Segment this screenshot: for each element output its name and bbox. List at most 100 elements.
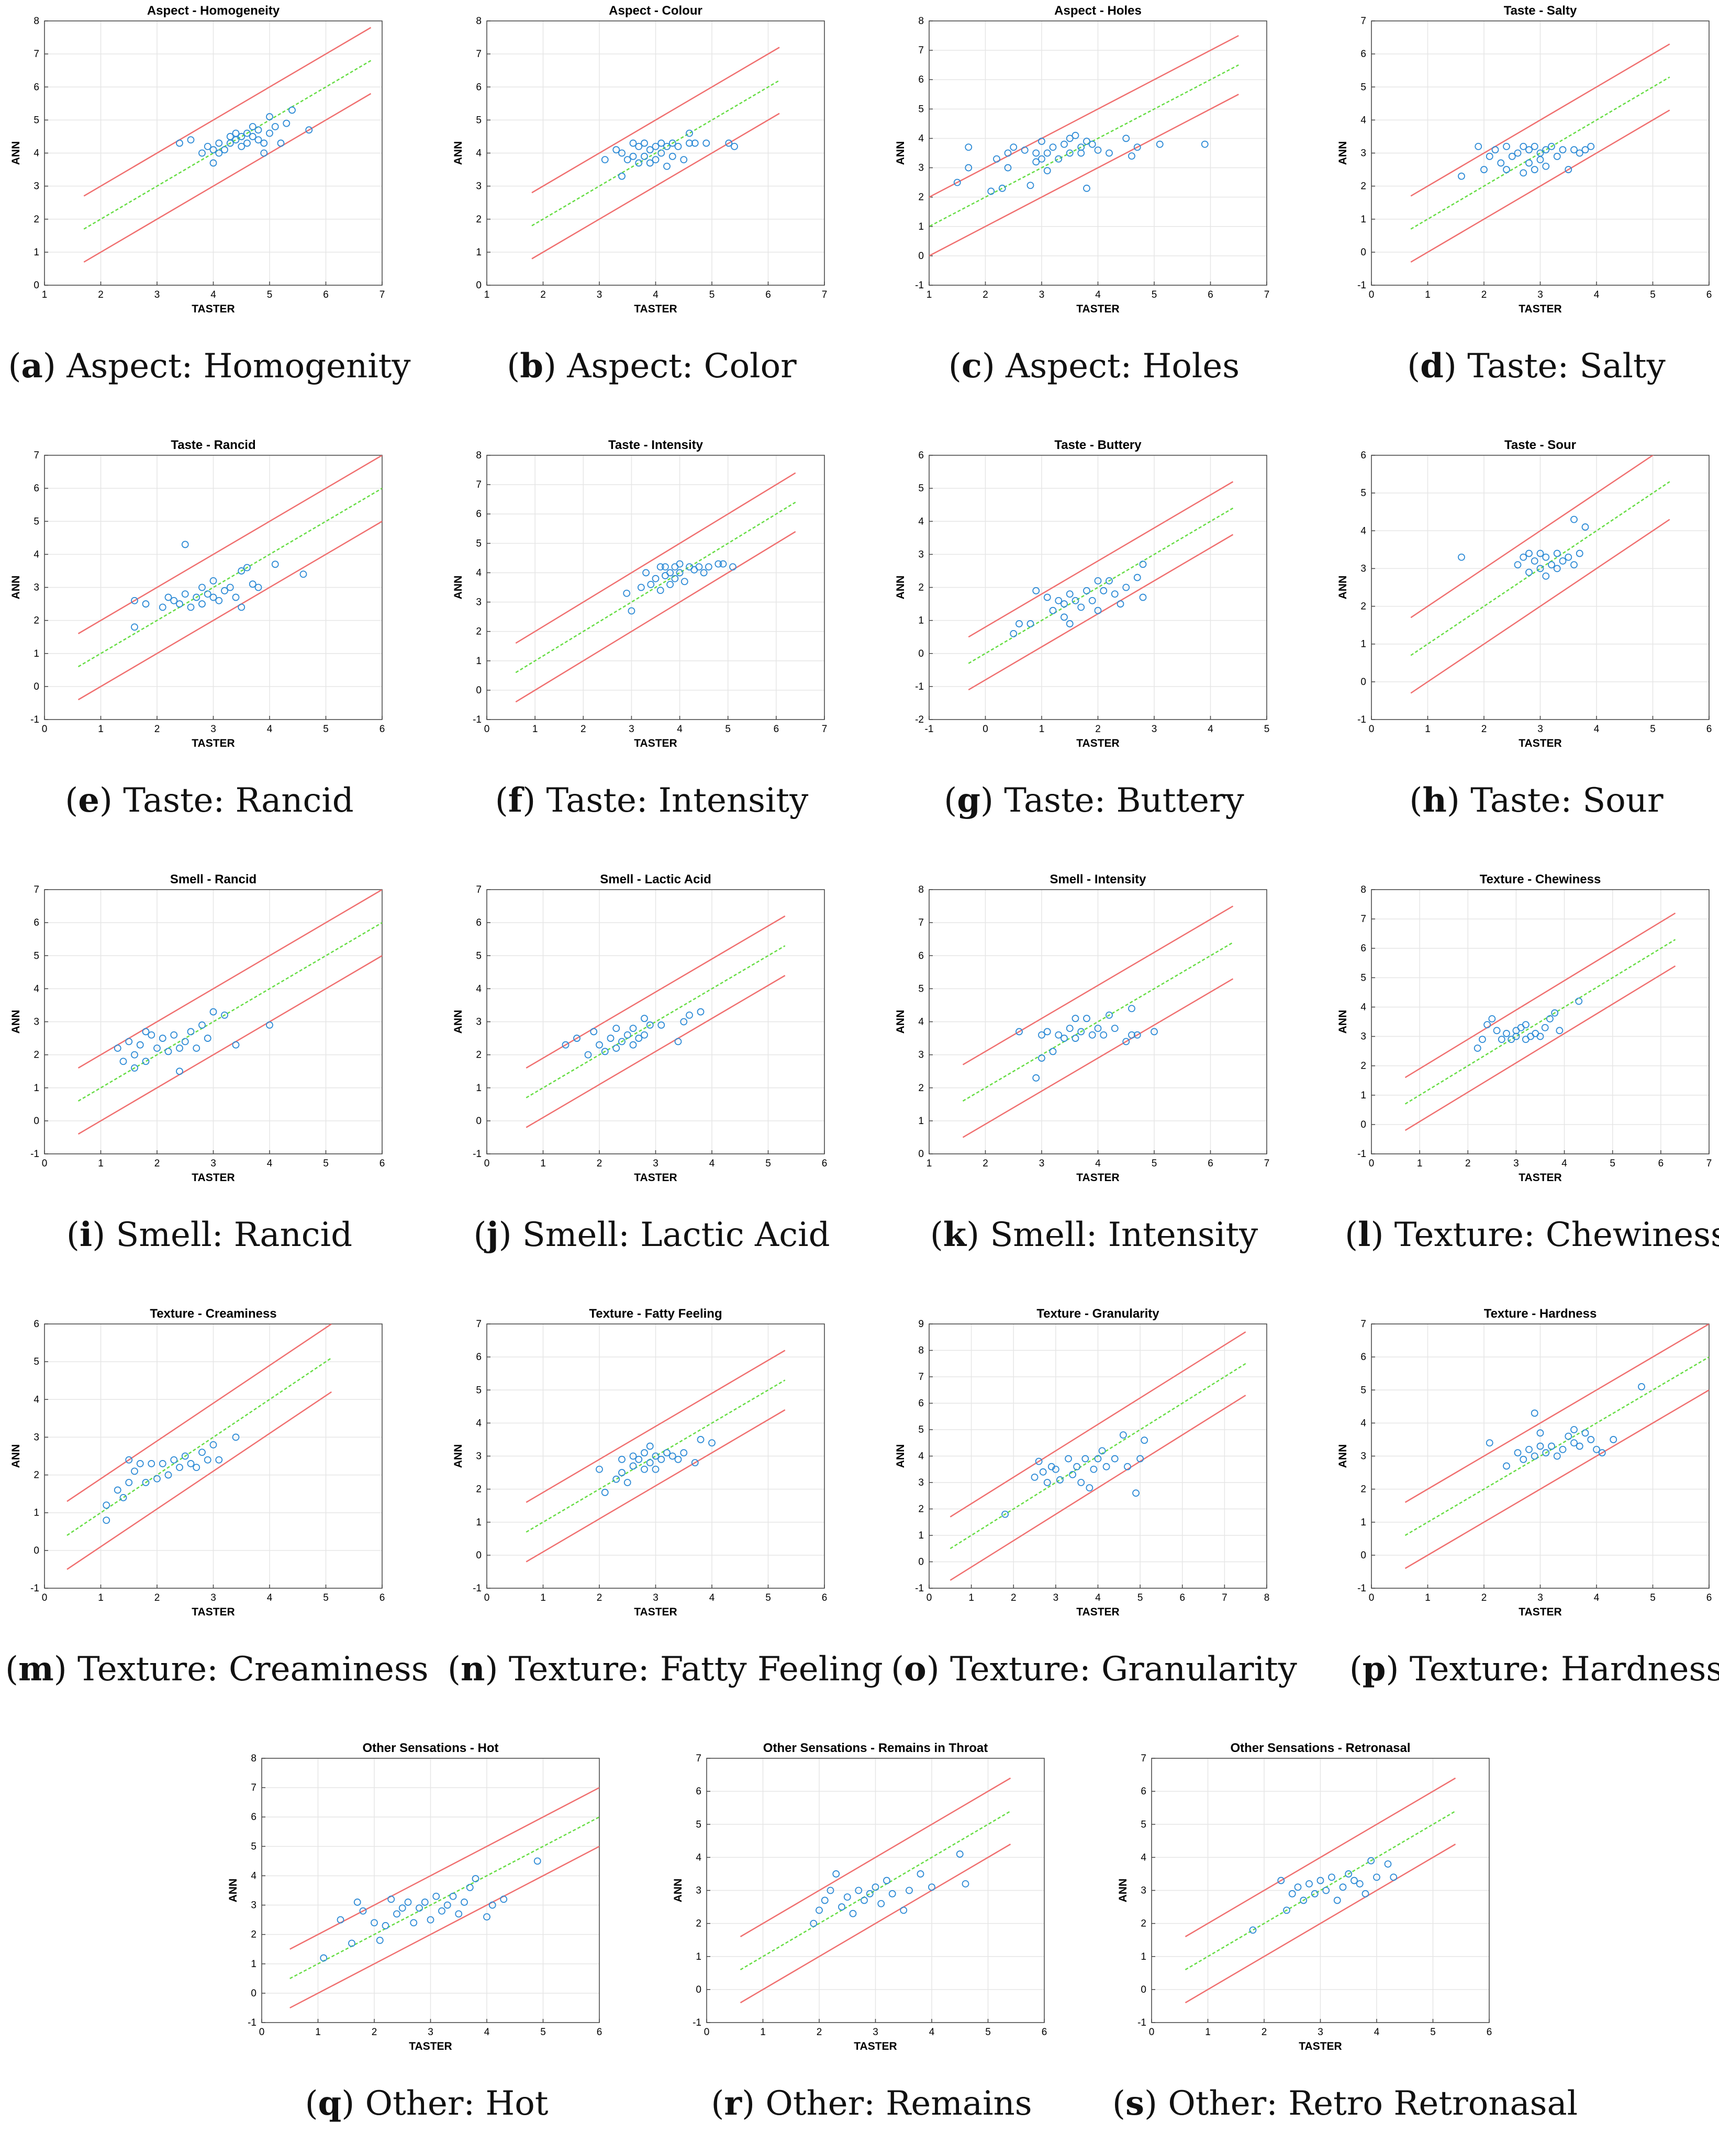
- upper-limit-line: [77, 890, 382, 1069]
- x-tick-label: 2: [1011, 1592, 1017, 1603]
- y-axis-label: ANN: [452, 141, 464, 165]
- panel-caption: (f) Taste: Intensity: [448, 780, 856, 822]
- data-point: [398, 1904, 406, 1912]
- y-tick-label: 4: [696, 1852, 701, 1863]
- y-axis-label: ANN: [1337, 576, 1349, 600]
- y-tick-label: 8: [918, 1345, 924, 1356]
- data-point: [204, 1035, 211, 1042]
- data-point: [238, 603, 245, 611]
- y-tick-label: 6: [476, 917, 482, 928]
- caption-text: Aspect: Homogenity: [66, 347, 411, 386]
- x-tick-label: 2: [597, 1158, 602, 1169]
- caption-letter: o: [904, 1649, 927, 1689]
- upper-limit-line: [83, 27, 372, 197]
- data-point: [382, 1922, 389, 1929]
- y-tick-label: 6: [34, 483, 39, 494]
- lower-limit-line: [962, 978, 1234, 1138]
- y-tick-label: 2: [1141, 1918, 1146, 1929]
- caption-paren-open: (: [5, 1650, 18, 1689]
- data-point: [125, 1456, 133, 1464]
- y-tick-label: -2: [915, 714, 924, 725]
- data-point: [204, 142, 211, 150]
- y-tick-label: 7: [918, 1372, 924, 1383]
- y-tick-label: 0: [34, 1545, 39, 1556]
- identity-fit-line: [66, 1357, 332, 1536]
- y-tick-label: -1: [1137, 2017, 1146, 2028]
- panel-caption: (r) Other: Remains: [667, 2083, 1076, 2125]
- data-point: [642, 569, 650, 577]
- data-point: [1305, 1880, 1313, 1888]
- data-point: [472, 1875, 479, 1882]
- identity-fit-line: [515, 501, 796, 673]
- data-point: [668, 139, 676, 147]
- y-tick-label: -1: [1357, 1583, 1366, 1594]
- data-point: [618, 149, 626, 157]
- data-point: [1576, 1442, 1583, 1450]
- y-tick-label: 6: [34, 917, 39, 928]
- x-tick-label: 4: [1594, 1592, 1600, 1603]
- y-axis-label: ANN: [452, 576, 464, 600]
- data-point: [629, 152, 637, 160]
- data-point: [1565, 1432, 1572, 1440]
- x-tick-label: 5: [765, 1592, 771, 1603]
- y-tick-label: 6: [918, 450, 924, 461]
- caption-paren-open: (: [944, 781, 957, 820]
- lower-limit-line: [1185, 1844, 1456, 2004]
- data-point: [103, 1501, 110, 1509]
- data-point: [1069, 1470, 1077, 1478]
- grid: [1371, 1323, 1710, 1589]
- x-tick-label: 2: [372, 2027, 377, 2038]
- lower-limit-line: [66, 1391, 332, 1570]
- data-points: [562, 1008, 705, 1059]
- y-tick-label: 1: [476, 656, 482, 667]
- data-point: [1038, 1054, 1045, 1062]
- data-point: [119, 1058, 127, 1065]
- x-tick-label: 4: [1561, 1158, 1567, 1169]
- data-point: [623, 156, 631, 164]
- data-point: [533, 1857, 541, 1865]
- y-tick-label: 3: [34, 1432, 39, 1443]
- data-points: [131, 541, 307, 631]
- x-tick-label: 3: [597, 289, 602, 300]
- data-point: [1038, 138, 1045, 145]
- data-point: [1249, 1926, 1257, 1934]
- chart-title: Other Sensations - Retronasal: [1230, 1741, 1410, 1755]
- y-tick-label: -1: [915, 1583, 924, 1594]
- data-point: [1531, 142, 1538, 150]
- y-tick-label: 1: [476, 1083, 482, 1094]
- y-tick-label: 4: [476, 567, 482, 578]
- y-tick-label: 0: [34, 681, 39, 692]
- data-points: [1001, 1431, 1148, 1518]
- data-point: [1565, 553, 1572, 561]
- data-point: [637, 583, 645, 591]
- data-point: [629, 1041, 637, 1049]
- data-point: [1553, 549, 1561, 557]
- data-point: [243, 564, 251, 571]
- data-point: [1497, 159, 1505, 167]
- chart-panel-g: -1 0 1 2 3 4 5 -2 -1 0 1 2 3 4 5 6 Taste - Buttery TASTER…: [890, 434, 1298, 853]
- x-tick-label: 1: [927, 1158, 932, 1169]
- data-point: [1587, 1436, 1595, 1443]
- data-point: [443, 1901, 451, 1909]
- x-tick-label: 1: [1425, 1592, 1431, 1603]
- chart-title: Texture - Granularity: [1036, 1307, 1159, 1321]
- data-point: [1133, 574, 1141, 581]
- y-tick-label: 5: [34, 950, 39, 961]
- data-point: [965, 164, 973, 172]
- upper-limit-line: [740, 1777, 1011, 1937]
- data-point: [1525, 146, 1533, 154]
- y-tick-label: 7: [1360, 16, 1366, 27]
- data-point: [1083, 587, 1090, 594]
- data-point: [254, 126, 262, 134]
- lower-limit-line: [1404, 965, 1676, 1131]
- y-tick-label: 5: [918, 483, 924, 494]
- data-point: [142, 1479, 150, 1486]
- data-point: [488, 1901, 496, 1909]
- data-point: [1128, 1005, 1135, 1013]
- y-tick-label: 8: [251, 1753, 256, 1764]
- data-point: [612, 1475, 620, 1483]
- x-tick-label: 5: [540, 2027, 546, 2038]
- identity-fit-line: [289, 1816, 599, 1979]
- x-tick-label: 3: [873, 2027, 878, 2038]
- data-point: [1066, 1025, 1074, 1032]
